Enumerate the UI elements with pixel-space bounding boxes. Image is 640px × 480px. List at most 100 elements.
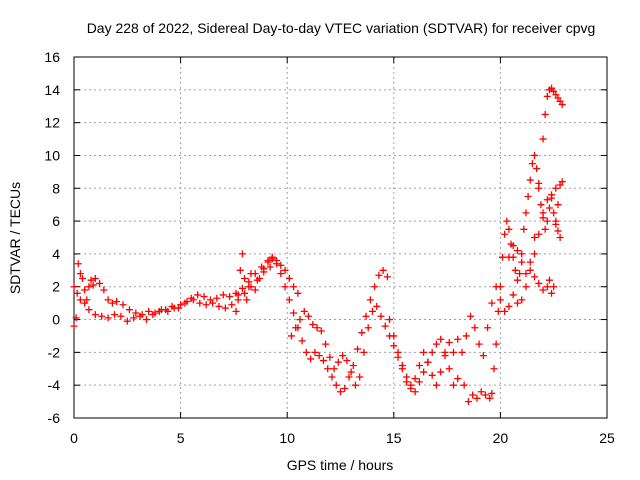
data-point bbox=[266, 263, 274, 271]
data-point bbox=[550, 209, 558, 217]
data-point bbox=[467, 312, 475, 320]
data-point bbox=[74, 260, 82, 268]
data-point bbox=[462, 332, 470, 340]
data-point bbox=[545, 204, 553, 212]
data-point bbox=[537, 201, 545, 209]
data-point bbox=[415, 361, 423, 369]
data-point bbox=[341, 384, 349, 392]
y-tick-label: 12 bbox=[44, 115, 60, 131]
data-point bbox=[496, 283, 504, 291]
data-point bbox=[535, 279, 543, 287]
data-point bbox=[531, 234, 539, 241]
data-point bbox=[347, 368, 355, 376]
data-point bbox=[76, 296, 84, 304]
y-tick-label: 4 bbox=[52, 246, 60, 262]
data-point bbox=[488, 299, 496, 307]
x-tick-label: 25 bbox=[599, 430, 615, 446]
data-point bbox=[479, 352, 487, 360]
data-point bbox=[322, 340, 330, 348]
data-point bbox=[91, 311, 99, 319]
y-tick-label: 10 bbox=[44, 147, 60, 163]
data-point bbox=[503, 217, 511, 225]
data-point bbox=[232, 307, 240, 315]
data-point bbox=[73, 289, 81, 297]
data-point bbox=[292, 324, 300, 332]
data-point bbox=[89, 281, 97, 289]
data-point bbox=[364, 324, 372, 332]
data-point bbox=[543, 196, 551, 204]
data-point bbox=[213, 294, 221, 302]
data-point bbox=[481, 391, 489, 399]
data-point bbox=[550, 283, 558, 291]
data-point bbox=[251, 286, 259, 294]
data-point bbox=[513, 247, 521, 255]
data-point bbox=[411, 388, 419, 396]
data-point bbox=[518, 258, 526, 266]
data-point bbox=[526, 258, 534, 266]
data-point bbox=[72, 314, 80, 322]
data-point bbox=[98, 312, 106, 320]
data-point bbox=[300, 307, 308, 315]
data-point bbox=[234, 291, 242, 299]
data-point bbox=[390, 342, 398, 350]
data-point bbox=[513, 276, 521, 284]
data-point bbox=[454, 375, 462, 383]
data-point bbox=[379, 266, 387, 274]
data-point bbox=[541, 110, 549, 118]
data-point bbox=[460, 381, 468, 389]
data-point bbox=[520, 225, 528, 233]
data-point bbox=[394, 348, 402, 356]
data-point bbox=[383, 273, 391, 281]
x-tick-label: 15 bbox=[386, 430, 402, 446]
data-point bbox=[311, 348, 319, 356]
data-point bbox=[285, 275, 293, 283]
data-point bbox=[445, 365, 453, 373]
data-point bbox=[142, 316, 150, 324]
data-point bbox=[464, 398, 472, 406]
data-point bbox=[509, 291, 517, 299]
data-point bbox=[445, 339, 453, 347]
data-point bbox=[315, 352, 323, 360]
data-point bbox=[111, 311, 119, 319]
data-point bbox=[85, 283, 93, 291]
data-point bbox=[424, 358, 432, 366]
data-point bbox=[245, 283, 253, 291]
data-point bbox=[524, 192, 532, 200]
data-point bbox=[449, 381, 457, 389]
data-point bbox=[104, 314, 112, 322]
data-point bbox=[528, 160, 536, 168]
data-point bbox=[473, 394, 481, 402]
data-point bbox=[556, 234, 564, 241]
data-point bbox=[209, 299, 217, 307]
y-tick-label: -2 bbox=[48, 344, 61, 360]
data-point bbox=[290, 309, 298, 317]
data-point bbox=[177, 301, 185, 309]
data-point bbox=[377, 312, 385, 320]
series-track-c bbox=[232, 250, 391, 396]
data-point bbox=[513, 299, 521, 307]
data-point bbox=[70, 322, 78, 330]
data-point bbox=[358, 329, 366, 337]
x-axis-label: GPS time / hours bbox=[287, 457, 394, 473]
data-point bbox=[511, 266, 519, 274]
data-point bbox=[469, 391, 477, 399]
data-point bbox=[260, 265, 268, 273]
data-point bbox=[403, 373, 411, 381]
data-point bbox=[499, 253, 507, 261]
data-point bbox=[287, 332, 295, 340]
data-point bbox=[123, 317, 131, 325]
data-point bbox=[535, 184, 543, 192]
data-point bbox=[533, 165, 541, 173]
data-point bbox=[554, 201, 562, 209]
data-point bbox=[221, 304, 229, 312]
data-point bbox=[432, 381, 440, 389]
data-point bbox=[183, 297, 191, 305]
data-point bbox=[486, 394, 494, 402]
data-point bbox=[518, 296, 526, 304]
data-point bbox=[337, 388, 344, 396]
data-point bbox=[558, 101, 566, 109]
data-point bbox=[484, 324, 492, 332]
data-point bbox=[339, 352, 347, 360]
data-point bbox=[119, 301, 127, 309]
